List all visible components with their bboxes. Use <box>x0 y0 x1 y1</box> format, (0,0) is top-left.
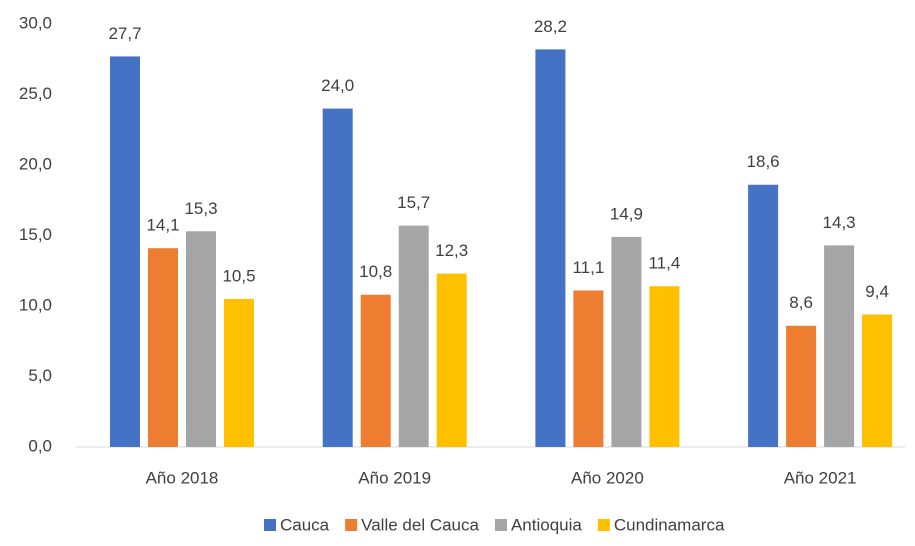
data-label: 28,2 <box>534 17 567 36</box>
legend-label: Antioquia <box>511 515 582 534</box>
data-label: 27,7 <box>108 24 141 43</box>
data-label: 15,3 <box>184 199 217 218</box>
x-tick-label: Año 2019 <box>358 468 431 487</box>
y-tick-label: 10,0 <box>19 295 52 314</box>
bar <box>110 56 140 448</box>
x-tick-label: Año 2021 <box>784 468 857 487</box>
y-tick-label: 25,0 <box>19 84 52 103</box>
bar <box>862 314 893 447</box>
data-label: 10,5 <box>222 266 255 285</box>
bar <box>436 273 467 447</box>
data-label: 10,8 <box>359 262 392 281</box>
data-label: 9,4 <box>865 282 889 301</box>
y-tick-label: 5,0 <box>28 366 52 385</box>
y-tick-label: 0,0 <box>28 436 52 455</box>
bar <box>649 286 680 447</box>
x-tick-label: Año 2018 <box>146 468 219 487</box>
data-label: 18,6 <box>747 152 780 171</box>
data-label: 14,9 <box>610 204 643 223</box>
y-tick-label: 20,0 <box>19 154 52 173</box>
bar <box>360 294 391 447</box>
bar <box>824 245 855 447</box>
legend-label: Cundinamarca <box>614 515 725 534</box>
bar <box>535 49 566 447</box>
data-label: 12,3 <box>435 241 468 260</box>
legend-swatch <box>345 519 358 531</box>
legend-swatch <box>264 519 276 531</box>
bar <box>322 108 353 447</box>
legend-label: Valle del Cauca <box>361 515 479 534</box>
data-label: 24,0 <box>321 76 354 95</box>
legend-swatch <box>494 519 507 531</box>
data-label: 14,1 <box>146 216 179 235</box>
bar <box>573 290 604 447</box>
bar <box>186 231 216 447</box>
bar <box>786 325 817 447</box>
bar <box>148 248 178 447</box>
data-label: 8,6 <box>789 293 813 312</box>
y-tick-label: 15,0 <box>19 225 52 244</box>
data-label: 11,4 <box>648 254 680 273</box>
data-label: 11,1 <box>572 258 604 277</box>
data-label: 14,3 <box>823 213 856 232</box>
y-tick-label: 30,0 <box>19 13 52 32</box>
data-label: 15,7 <box>397 193 430 212</box>
bar <box>748 184 779 448</box>
bar <box>611 236 642 447</box>
x-tick-label: Año 2020 <box>571 468 644 487</box>
bar <box>224 298 254 447</box>
legend-label: Cauca <box>280 515 330 534</box>
bar <box>398 225 429 447</box>
legend-swatch <box>597 519 610 531</box>
